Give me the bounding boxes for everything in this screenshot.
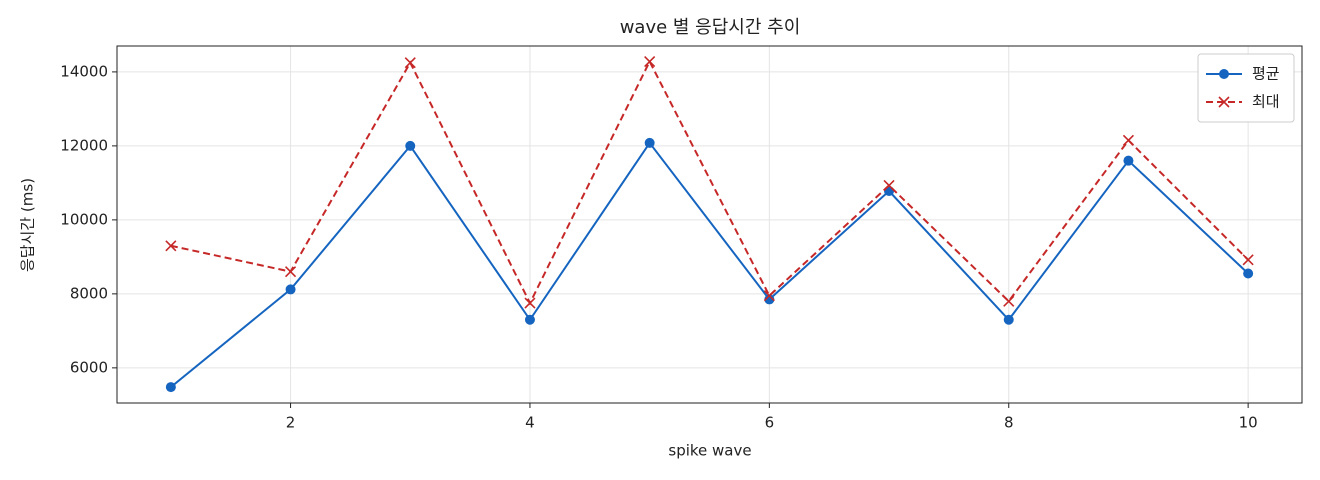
- marker: [404, 57, 416, 69]
- y-tick-label: 8000: [70, 284, 108, 302]
- marker: [524, 297, 536, 309]
- marker: [883, 179, 895, 192]
- marker: [1003, 295, 1015, 307]
- legend-marker: [1218, 96, 1230, 108]
- marker: [285, 284, 296, 295]
- marker: [524, 314, 535, 325]
- marker: [165, 240, 177, 252]
- series-line: [170, 141, 1249, 388]
- legend-marker: [1219, 69, 1229, 79]
- marker: [1003, 314, 1014, 325]
- marker: [1243, 268, 1254, 279]
- x-tick-label: 2: [286, 414, 296, 432]
- marker: [644, 137, 655, 148]
- x-tick-label: 10: [1239, 414, 1258, 432]
- marker: [763, 290, 775, 302]
- plot-frame: [116, 45, 1303, 404]
- legend-label: 평균: [1252, 65, 1280, 83]
- x-axis-label: spike wave: [668, 442, 751, 460]
- y-tick-label: 6000: [70, 358, 108, 376]
- y-tick-label: 12000: [60, 136, 108, 154]
- y-tick-label: 10000: [60, 210, 108, 228]
- marker: [1123, 155, 1134, 166]
- legend-label: 최대: [1252, 93, 1280, 111]
- marker: [1242, 254, 1254, 266]
- x-tick-label: 4: [525, 414, 535, 432]
- marker: [644, 55, 656, 68]
- series-line: [170, 59, 1249, 306]
- chart-title: wave 별 응답시간 추이: [620, 17, 801, 38]
- marker: [1122, 134, 1135, 146]
- marker: [405, 140, 416, 151]
- x-tick-label: 8: [1004, 414, 1014, 432]
- y-tick-label: 14000: [60, 62, 108, 80]
- marker: [764, 294, 775, 305]
- y-axis-label: 응답시간 (ms): [19, 178, 37, 272]
- marker: [284, 266, 297, 278]
- x-tick-label: 6: [765, 414, 775, 432]
- marker: [165, 382, 176, 393]
